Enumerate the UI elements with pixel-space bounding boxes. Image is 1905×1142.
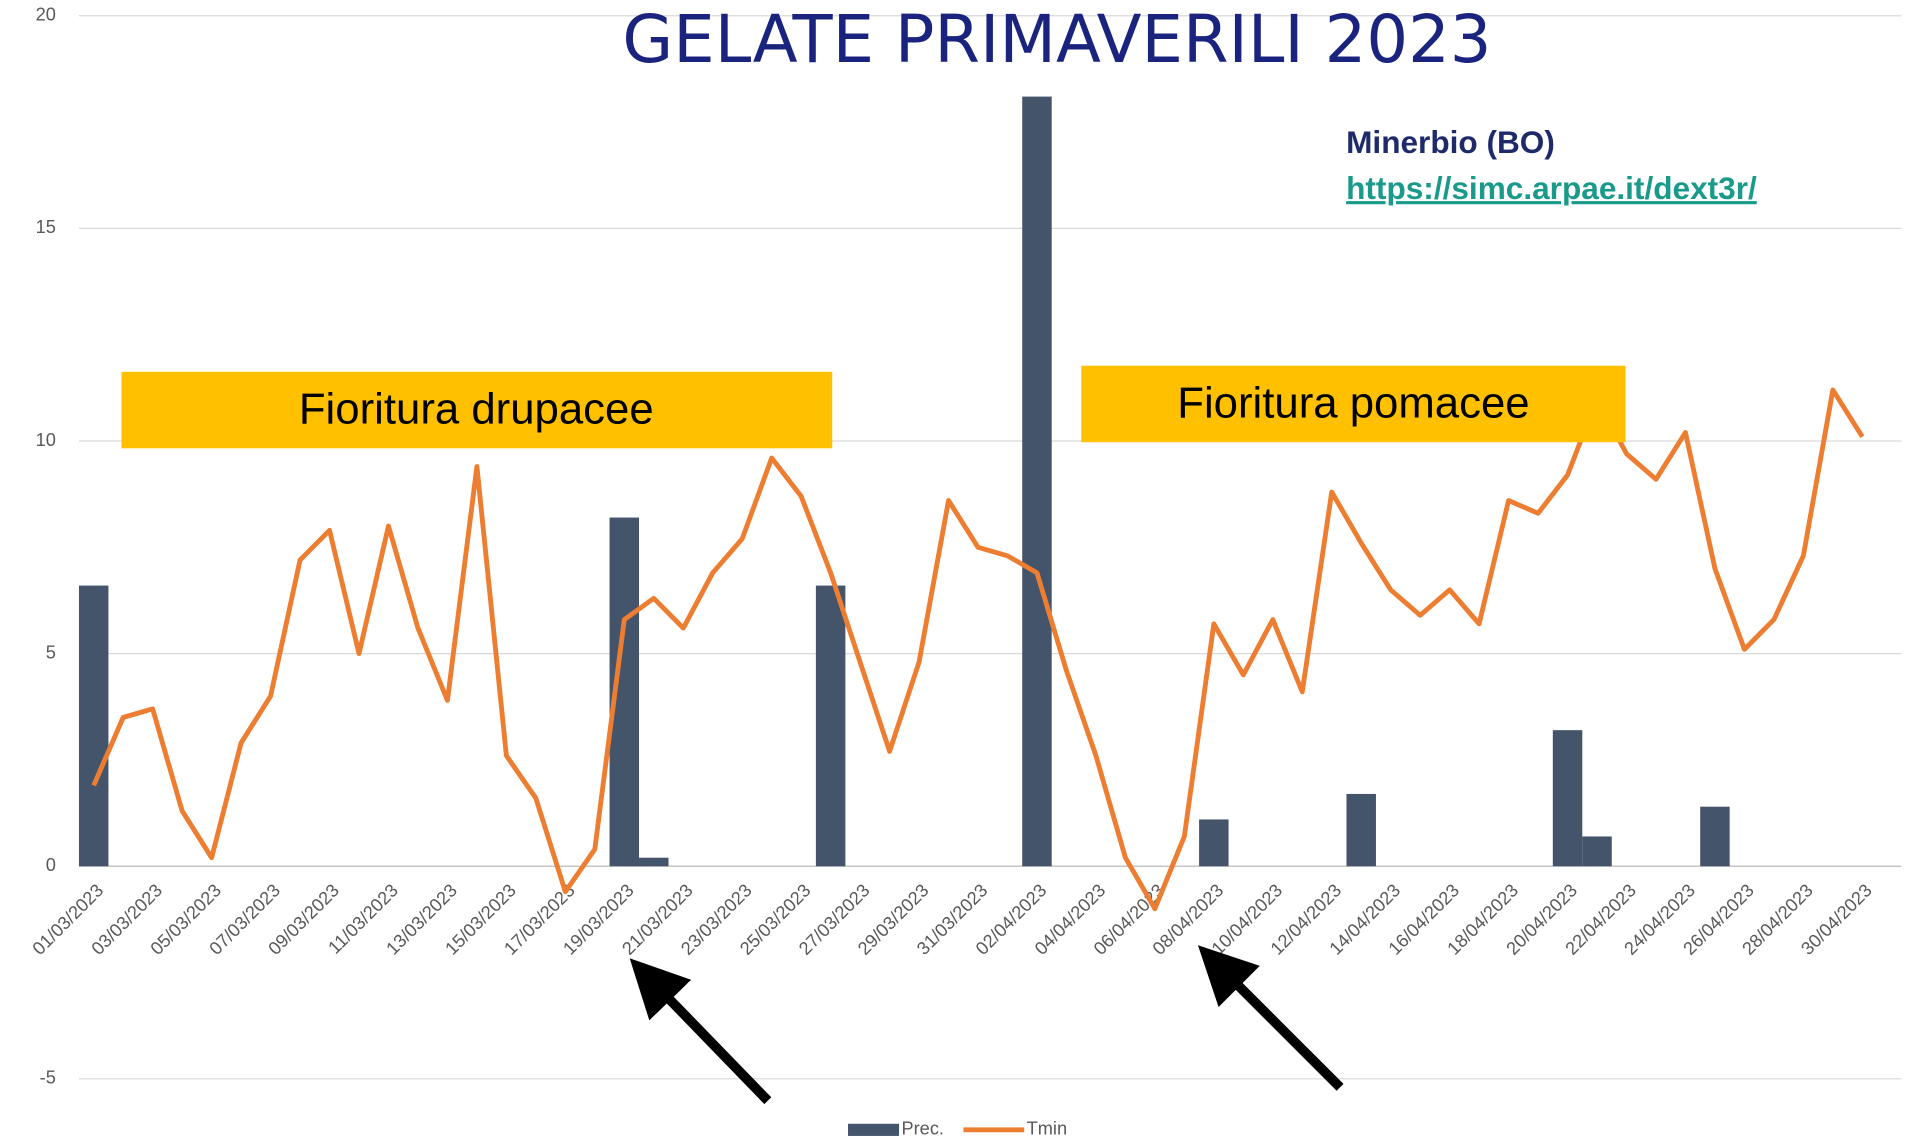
annotation: Fioritura pomacee <box>1177 378 1529 427</box>
annotation-link[interactable]: https://simc.arpae.it/dext3r/ <box>1346 170 1757 206</box>
bar <box>1346 793 1376 867</box>
y-tick-label: 20 <box>36 5 56 25</box>
legend-label: Prec. <box>901 1119 944 1139</box>
chart-title: GELATE PRIMAVERILI 2023 <box>622 2 1491 78</box>
bar <box>1022 96 1052 867</box>
annotation: Minerbio (BO) <box>1346 124 1555 160</box>
legend-label: Tmin <box>1027 1119 1068 1139</box>
y-tick-label: 10 <box>36 430 56 450</box>
bar <box>815 585 846 867</box>
bar <box>1582 836 1612 867</box>
annotation-box <box>1081 365 1626 443</box>
line <box>91 387 1865 912</box>
annotation: Fioritura drupacee <box>299 384 654 433</box>
y-tick-label: 5 <box>46 642 56 662</box>
bar <box>1552 730 1583 867</box>
legend-swatch <box>848 1123 900 1136</box>
bar <box>78 585 109 867</box>
arrow <box>1197 945 1344 1091</box>
bar <box>639 857 669 867</box>
annotation-box <box>121 371 833 449</box>
bar <box>1199 819 1229 867</box>
arrow <box>629 958 772 1105</box>
bar <box>1700 806 1730 867</box>
y-tick-label: -5 <box>40 1068 56 1088</box>
y-tick-label: 15 <box>36 217 56 237</box>
y-tick-label: 0 <box>46 855 56 875</box>
